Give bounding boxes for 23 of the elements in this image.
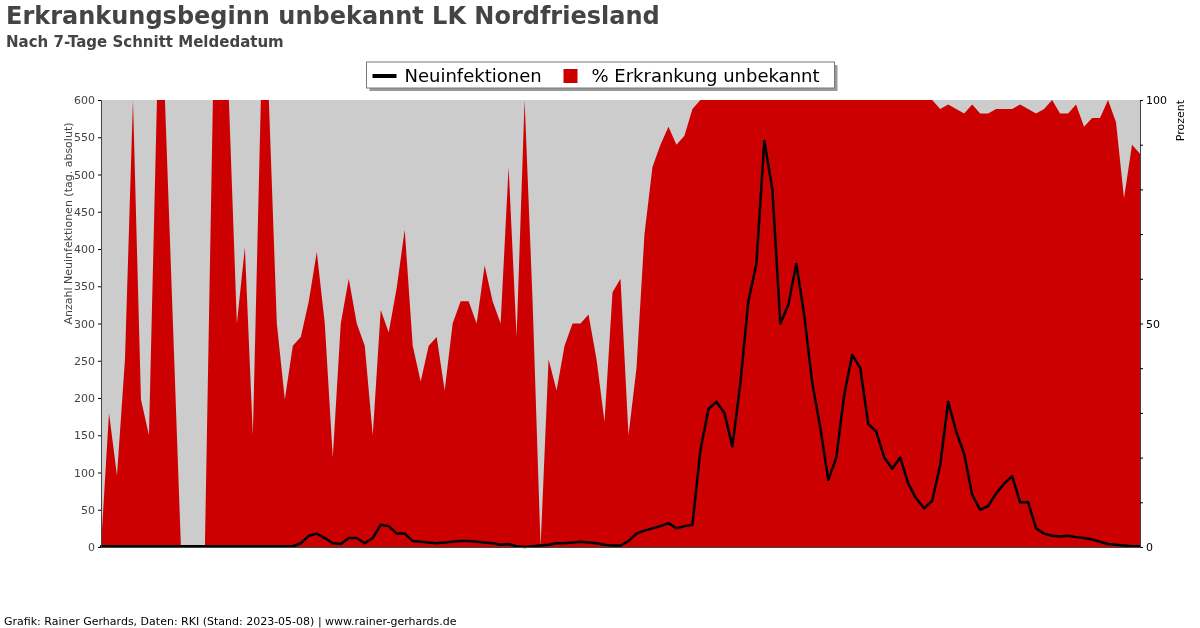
y-tick-label: 100 bbox=[74, 466, 95, 480]
y-tick-label: 400 bbox=[74, 243, 95, 257]
y-tick-label: 300 bbox=[74, 317, 95, 331]
y-tick-label: 0 bbox=[88, 541, 95, 555]
y-tick-label: 250 bbox=[74, 354, 95, 368]
y-tick-label: 450 bbox=[74, 205, 95, 219]
y-tick-label: 550 bbox=[74, 131, 95, 145]
chart-title: Erkrankungsbeginn unbekannt LK Nordfriesland bbox=[6, 2, 660, 30]
y-tick-label: 200 bbox=[74, 392, 95, 406]
y2-tick-label: 50 bbox=[1146, 317, 1160, 331]
y-tick-label: 350 bbox=[74, 280, 95, 294]
chart-subtitle: Nach 7-Tage Schnitt Meldedatum bbox=[6, 33, 284, 51]
y2-tick-label: 100 bbox=[1146, 94, 1167, 108]
y-tick-label: 50 bbox=[81, 503, 95, 517]
y-tick-label: 150 bbox=[74, 429, 95, 443]
legend-label: Neuinfektionen bbox=[404, 65, 542, 86]
y2-tick-label: 0 bbox=[1146, 541, 1153, 555]
text: Grafik: Rainer Gerhards, Daten: RKI (Stand: 2023-05-08) | www.rainer-gerhards.de bbox=[4, 615, 457, 628]
legend-label: % Erkrankung unbekannt bbox=[591, 65, 820, 86]
y-tick-label: 500 bbox=[74, 168, 95, 182]
y-axis-title: Anzahl Neuinfektionen (tag. absolut) bbox=[62, 122, 75, 325]
y-tick-label: 600 bbox=[74, 94, 95, 108]
y2-axis-title: Prozent bbox=[1174, 99, 1187, 142]
